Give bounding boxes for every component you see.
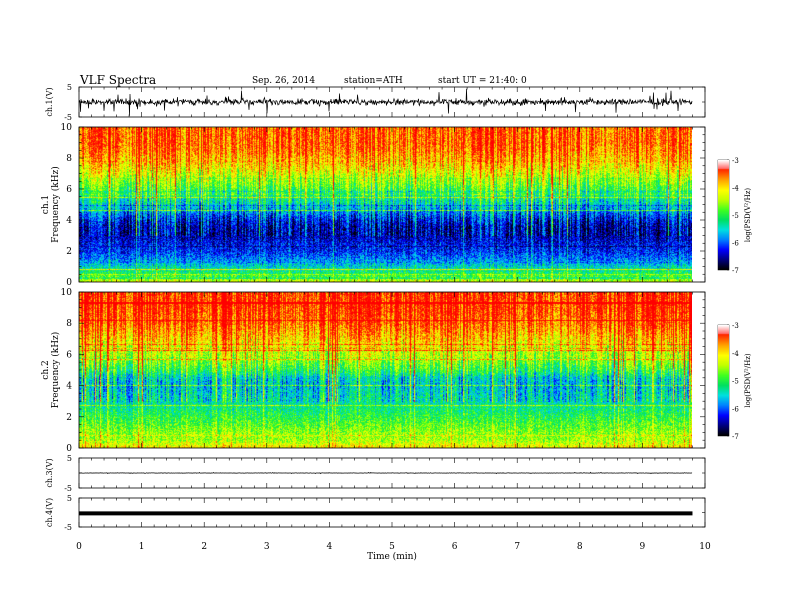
ch1-freq-tick-2: 2 (66, 247, 72, 257)
ch3-waveform-panel: ch.3(V) 5 -5 (45, 454, 706, 493)
ch4-ytick-top: 5 (67, 494, 72, 503)
time-tick-0: 0 (76, 542, 82, 552)
start-time-label: start UT = 21:40: 0 (438, 76, 527, 86)
ch1-ytick-bottom: -5 (64, 113, 72, 122)
ch1-colorbar-tick-neg6: -6 (732, 240, 739, 248)
waveform-trace (78, 471, 693, 475)
station-label: station=ATH (344, 76, 403, 86)
ch2-colorbar-tick-neg7: -7 (732, 433, 739, 441)
ch1-colorbar-tick-neg5: -5 (732, 212, 739, 220)
ch1-freq-tick-4: 4 (66, 216, 72, 226)
ch3-ytick-bottom: -5 (64, 484, 72, 493)
time-tick-2: 2 (201, 542, 207, 552)
date-label: Sep. 26, 2014 (252, 76, 315, 86)
time-tick-5: 5 (389, 542, 395, 552)
ch2-spectrogram-frequency-label: Frequency (kHz) (50, 332, 61, 409)
ch1-spectrogram-panel: ch.1 Frequency (kHz) 0 2 4 6 8 10 (41, 123, 730, 288)
ch1-freq-tick-6: 6 (66, 185, 72, 195)
ch2-colorbar-tick-neg5: -5 (732, 378, 739, 386)
time-tick-7: 7 (514, 542, 520, 552)
ch1-colorbar-label: log(PSD(V²/Hz) (744, 188, 752, 243)
time-tick-9: 9 (640, 542, 646, 552)
ch2-freq-tick-4: 4 (66, 382, 72, 392)
time-axis: 0 1 2 3 4 5 6 7 8 9 10 Time (min) (76, 542, 711, 562)
ch2-spectrogram-panel: ch.2 Frequency (kHz) 0 2 4 6 8 10 (41, 288, 730, 454)
ch1-colorbar-tick-neg4: -4 (732, 185, 739, 193)
ch1-spectrogram-frequency-label: Frequency (kHz) (50, 166, 61, 243)
ch4-waveform-ylabel: ch.4(V) (45, 498, 54, 527)
ch1-colorbar-tick-neg7: -7 (732, 267, 739, 275)
ch2-colorbar (718, 325, 729, 436)
ch1-freq-tick-10: 10 (61, 123, 73, 133)
ch2-spectrogram-heatmap (79, 292, 692, 448)
time-tick-1: 1 (139, 542, 145, 552)
ch2-freq-tick-8: 8 (66, 319, 72, 329)
ch3-waveform-ylabel: ch.3(V) (45, 458, 54, 487)
ch1-colorbar-tick-neg3: -3 (732, 157, 739, 165)
ch2-colorbar-tick-neg3: -3 (732, 322, 739, 330)
ch1-freq-tick-0: 0 (66, 278, 72, 288)
ch2-freq-tick-2: 2 (66, 413, 72, 423)
ch1-spectrogram-heatmap (79, 127, 692, 282)
ch1-colorbar (718, 160, 729, 270)
ch1-spectrogram-channel-label: ch.1 (41, 195, 51, 214)
time-tick-8: 8 (577, 542, 583, 552)
ch2-spectrogram-channel-label: ch.2 (41, 360, 51, 379)
ch2-freq-tick-0: 0 (66, 444, 72, 454)
time-axis-label: Time (min) (367, 551, 417, 562)
ch4-waveform-panel: ch.4(V) 5 -5 (45, 494, 706, 532)
ch2-freq-tick-10: 10 (61, 288, 73, 298)
figure-title: VLF Spectra (79, 73, 156, 87)
ch2-colorbar-label: log(PSD(V²/Hz) (744, 353, 752, 408)
time-tick-3: 3 (264, 542, 270, 552)
ch1-freq-tick-8: 8 (66, 154, 72, 164)
ch1-ytick-top: 5 (67, 83, 72, 92)
ch2-freq-tick-6: 6 (66, 350, 72, 360)
ch4-ytick-bottom: -5 (64, 523, 72, 532)
time-tick-6: 6 (452, 542, 458, 552)
waveform-trace (78, 88, 693, 116)
ch1-waveform-panel: ch.1(V) 5 -5 (45, 83, 706, 122)
ch2-colorbar-tick-neg6: -6 (732, 405, 739, 413)
time-tick-10: 10 (699, 542, 711, 552)
ch2-colorbar-tick-neg4: -4 (732, 350, 739, 358)
time-tick-4: 4 (327, 542, 333, 552)
ch3-ytick-top: 5 (67, 454, 72, 463)
ch1-waveform-ylabel: ch.1(V) (45, 87, 54, 116)
